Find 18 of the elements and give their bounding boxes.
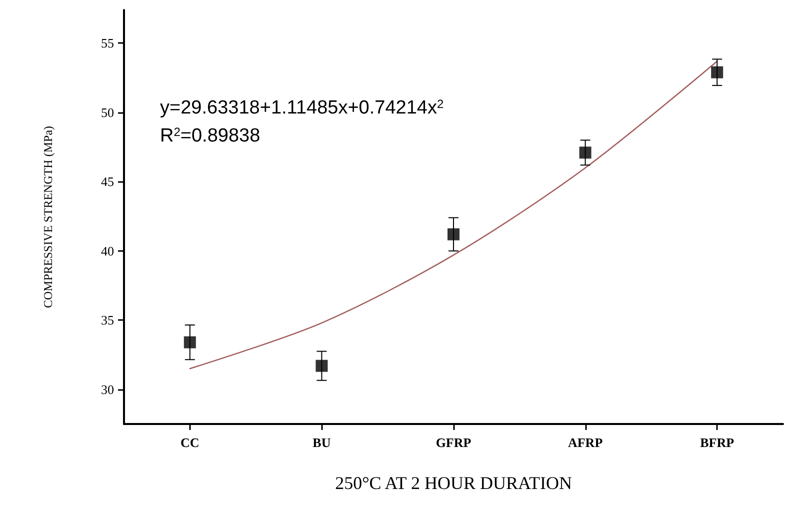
y-tick-label: 30 xyxy=(101,382,114,397)
y-axis-title: COMPRESSIVE STRENGTH (MPa) xyxy=(41,126,55,308)
y-tick-label: 40 xyxy=(101,243,114,258)
y-tick-label: 45 xyxy=(101,174,114,190)
point xyxy=(448,228,460,240)
x-tick-label: AFRP xyxy=(568,435,603,450)
y-tick-label: 35 xyxy=(101,312,114,328)
point xyxy=(711,66,724,78)
point xyxy=(184,336,196,348)
x-axis-title: 250°C AT 2 HOUR DURATION xyxy=(335,473,572,493)
point xyxy=(579,146,592,159)
x-tick-label: BFRP xyxy=(700,435,734,450)
x-tick-label: GFRP xyxy=(436,435,472,450)
y-tick-label: 50 xyxy=(101,104,114,120)
x-tick-label: BU xyxy=(312,435,332,450)
point xyxy=(316,360,328,372)
y-tick-label: 55 xyxy=(101,36,114,51)
x-tick-label: CC xyxy=(180,435,200,450)
